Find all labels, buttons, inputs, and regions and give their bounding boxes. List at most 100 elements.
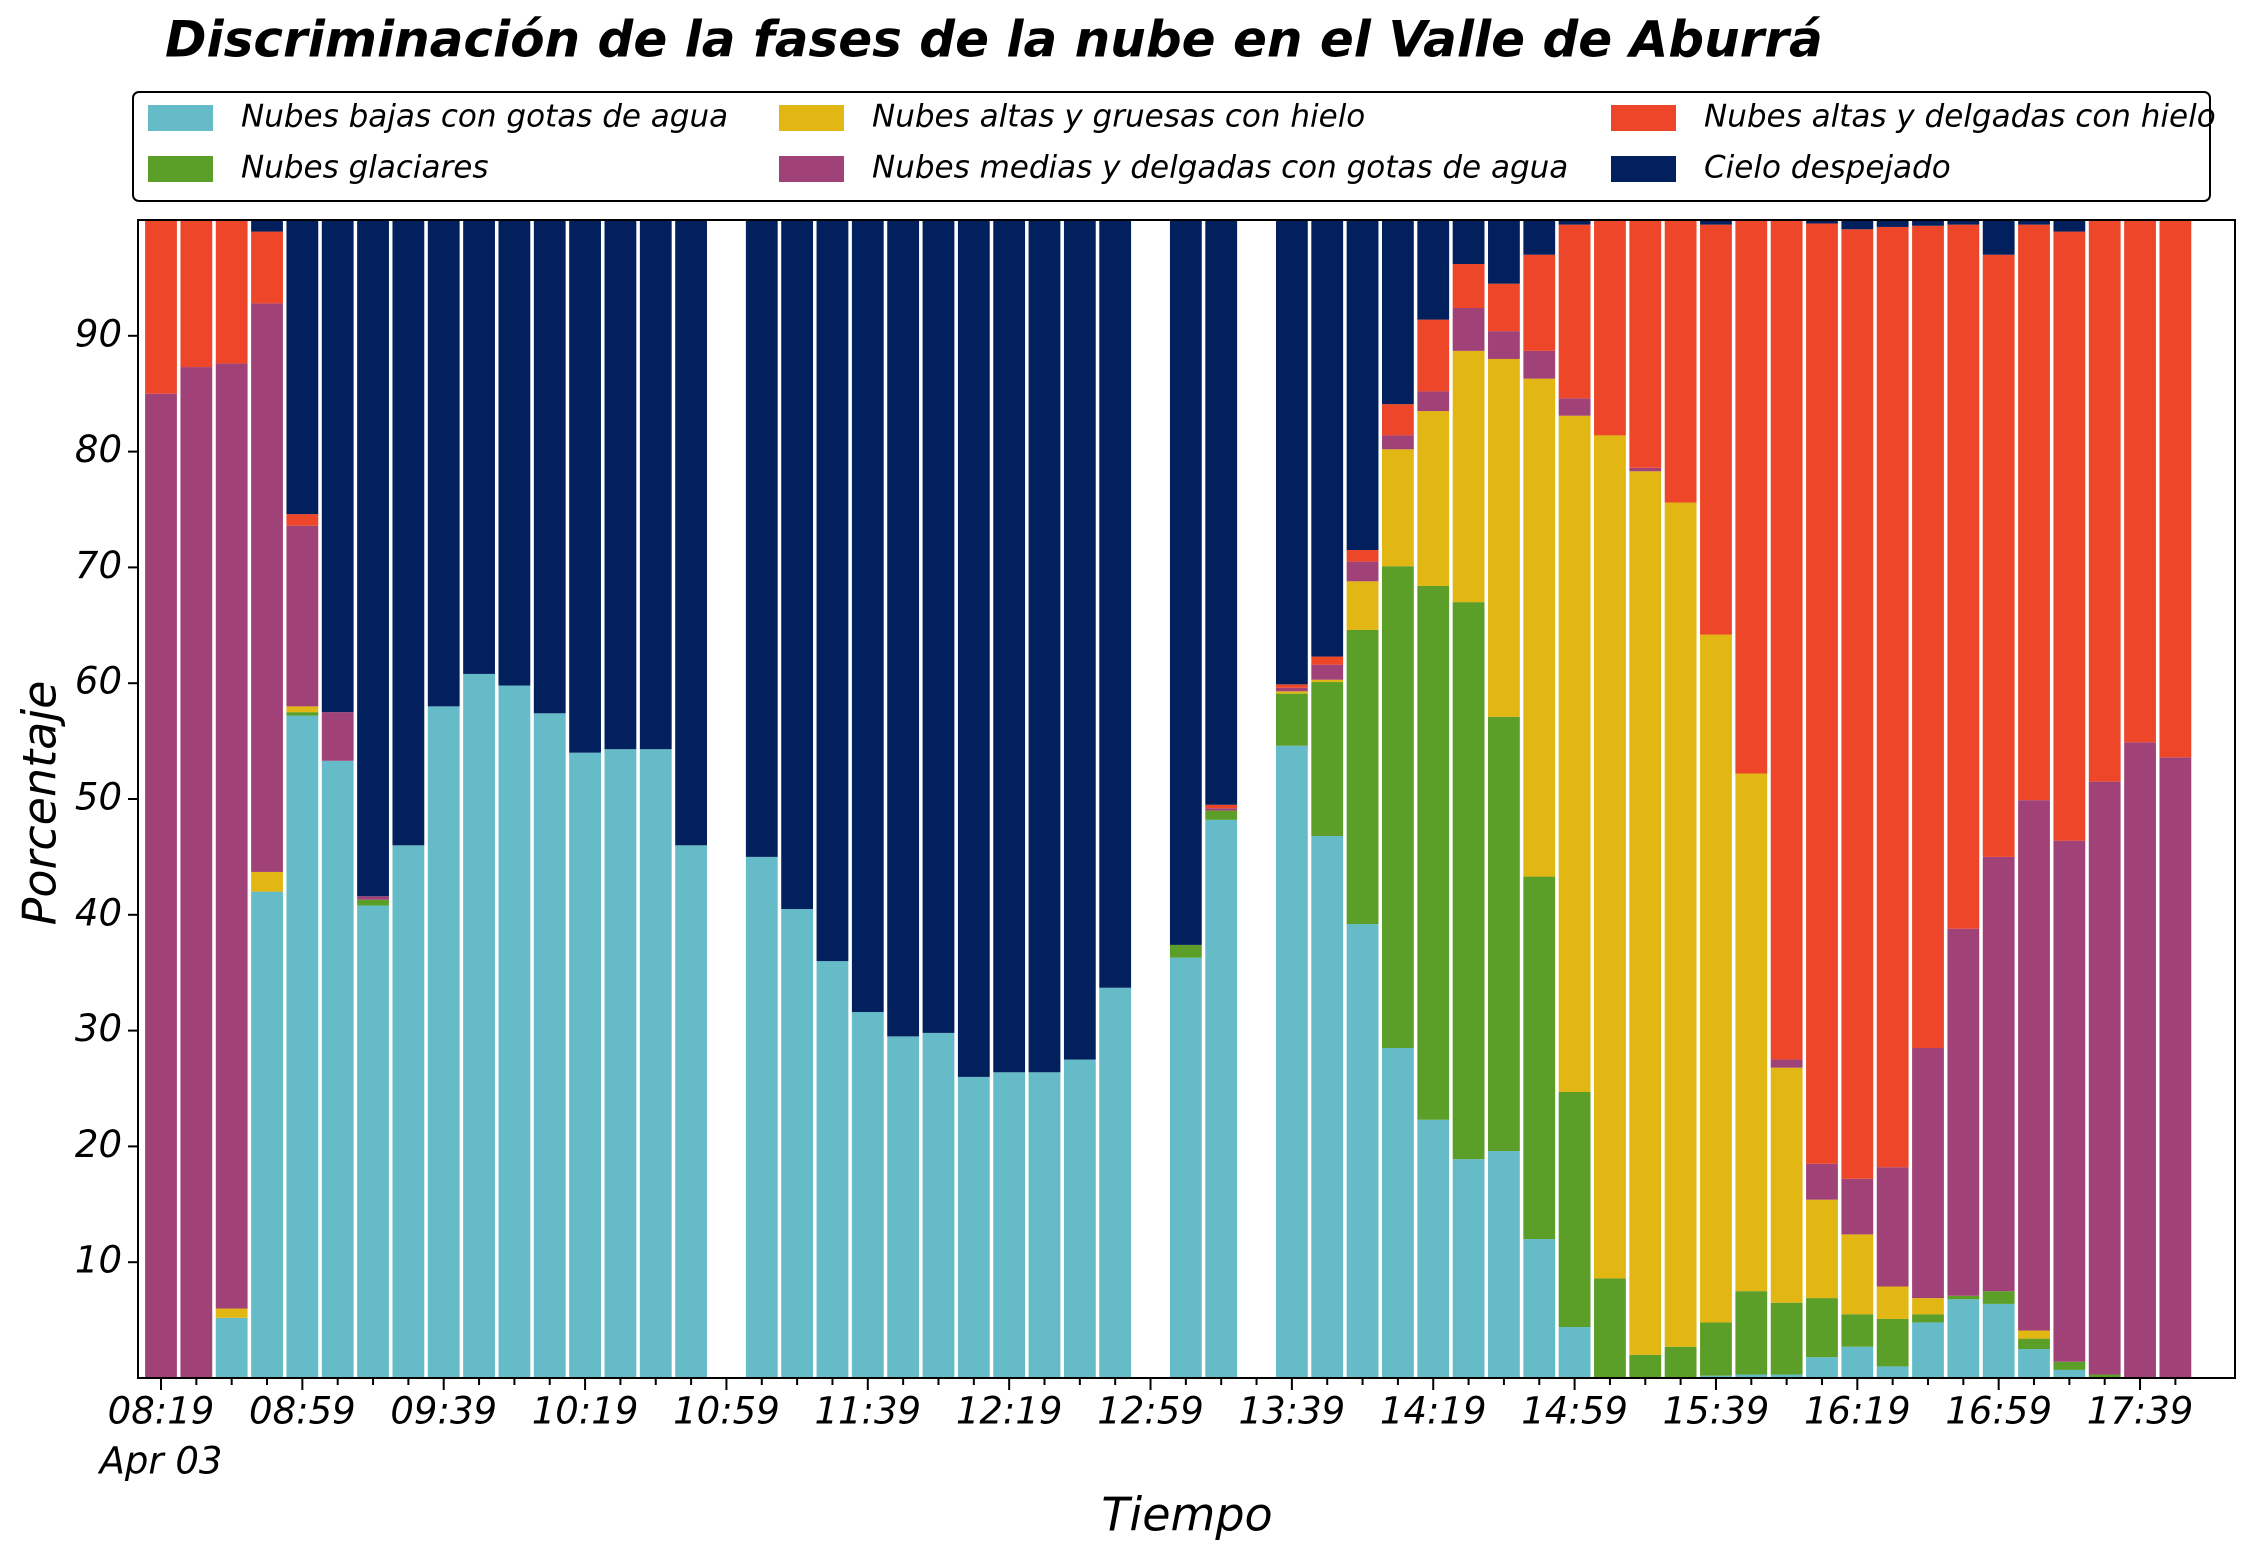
bar-segment bbox=[1700, 220, 1732, 225]
bar-segment bbox=[1381, 404, 1414, 436]
bar-segment bbox=[1311, 656, 1344, 665]
bar-segment bbox=[1770, 1067, 1803, 1303]
bar-segment bbox=[1735, 1374, 1768, 1378]
bar-segment bbox=[145, 220, 177, 394]
x-tick-label: 11:39 bbox=[814, 1390, 921, 1433]
bar-segment bbox=[1876, 1286, 1909, 1319]
y-tick-label: 70 bbox=[75, 544, 122, 587]
bar-segment bbox=[427, 220, 460, 707]
bar-segment bbox=[993, 220, 1026, 1073]
bar-segment bbox=[2018, 220, 2050, 225]
bar-segment bbox=[1169, 944, 1202, 958]
bar-segment bbox=[1417, 319, 1450, 392]
bar-segment bbox=[215, 220, 248, 364]
legend-swatch bbox=[1611, 156, 1676, 182]
bar-segment bbox=[1452, 220, 1485, 265]
bar-segment bbox=[286, 712, 319, 716]
bar-segment bbox=[1876, 1318, 1909, 1367]
bar-segment bbox=[816, 961, 849, 1378]
y-axis-label: Porcentaje bbox=[13, 681, 67, 926]
y-tick-label: 50 bbox=[75, 776, 122, 819]
bar-segment bbox=[2018, 1338, 2050, 1350]
bar-segment bbox=[1205, 810, 1238, 820]
bar-segment bbox=[1311, 836, 1344, 1378]
bar-segment bbox=[1523, 1239, 1556, 1378]
x-tick-label: 16:19 bbox=[1804, 1390, 1911, 1433]
x-axis-label: Tiempo bbox=[1101, 1488, 1272, 1542]
bar-segment bbox=[1947, 928, 1980, 1296]
bar-segment bbox=[2018, 1330, 2050, 1339]
x-tick-label: 13:39 bbox=[1239, 1390, 1346, 1433]
bar-segment bbox=[1806, 220, 1838, 224]
x-tick-label: 12:59 bbox=[1097, 1390, 1204, 1433]
bar-segment bbox=[675, 220, 708, 846]
bar-segment bbox=[2053, 1369, 2086, 1378]
bar-segment bbox=[1346, 629, 1379, 925]
bar-segment bbox=[1947, 1299, 1980, 1378]
bar-segment bbox=[1381, 1047, 1414, 1378]
bar-segment bbox=[1452, 264, 1485, 309]
bar-segment bbox=[781, 909, 814, 1378]
bar-segment bbox=[321, 760, 354, 1378]
bar-segment bbox=[1488, 1151, 1520, 1378]
y-tick-label: 40 bbox=[75, 891, 122, 934]
bar-segment bbox=[215, 1308, 248, 1318]
legend-swatch bbox=[148, 156, 213, 182]
bar-segment bbox=[1311, 679, 1344, 683]
bar-segment bbox=[2088, 781, 2121, 1375]
x-tick-label: 15:39 bbox=[1663, 1390, 1770, 1433]
bar-segment bbox=[1982, 856, 2015, 1292]
bar-segment bbox=[1488, 220, 1520, 284]
bar-segment bbox=[251, 303, 283, 872]
bar-segment bbox=[1947, 1295, 1980, 1300]
legend-label: Cielo despejado bbox=[1704, 150, 1951, 186]
bar-segment bbox=[286, 715, 319, 1378]
bar-segment bbox=[1982, 1291, 2015, 1304]
bar-segment bbox=[2018, 1349, 2050, 1378]
bar-segment bbox=[1629, 1354, 1662, 1378]
bar-segment bbox=[1912, 1047, 1944, 1299]
bar-segment bbox=[1028, 1072, 1061, 1378]
bar-segment bbox=[1063, 220, 1096, 1060]
bar-segment bbox=[251, 220, 283, 232]
bar-segment bbox=[1700, 634, 1732, 1323]
bar-segment bbox=[357, 896, 389, 900]
legend-swatch bbox=[779, 105, 844, 131]
bar-segment bbox=[1912, 220, 1944, 226]
bar-segment bbox=[1488, 331, 1520, 359]
bar-segment bbox=[1700, 1322, 1732, 1376]
bar-segment bbox=[1417, 220, 1450, 320]
bar-segment bbox=[2124, 742, 2156, 1378]
bar-segment bbox=[1381, 449, 1414, 567]
bar-segment bbox=[1275, 693, 1308, 746]
bar-segment bbox=[1770, 220, 1803, 1060]
bar-segment bbox=[1806, 1163, 1838, 1200]
x-tick-label: 10:19 bbox=[532, 1390, 639, 1433]
bar-segment bbox=[1558, 398, 1591, 416]
bar-segment bbox=[1912, 1314, 1944, 1323]
bar-segment bbox=[321, 220, 354, 713]
bar-segment bbox=[1099, 220, 1132, 988]
bar-segment bbox=[1912, 1322, 1944, 1378]
bar-segment bbox=[463, 220, 495, 674]
y-tick-label: 80 bbox=[75, 428, 122, 471]
x-tick-label: 10:59 bbox=[673, 1390, 780, 1433]
bar-segment bbox=[2159, 757, 2192, 1378]
x-tick-label: 08:19 bbox=[108, 1390, 215, 1433]
bar-segment bbox=[1417, 585, 1450, 1120]
bar-segment bbox=[2053, 220, 2086, 232]
bar-segment bbox=[993, 1072, 1026, 1378]
bar-segment bbox=[1417, 411, 1450, 586]
bar-segment bbox=[1417, 1119, 1450, 1378]
bar-segment bbox=[1629, 471, 1662, 1355]
bar-segment bbox=[2088, 1374, 2121, 1378]
bar-segment bbox=[1841, 1178, 1874, 1235]
bar-segment bbox=[1346, 561, 1379, 582]
bar-segment bbox=[498, 685, 531, 1378]
legend-label: Nubes glaciares bbox=[241, 150, 489, 186]
bar-segment bbox=[1346, 550, 1379, 562]
bar-segment bbox=[1735, 220, 1768, 774]
legend-label: Nubes bajas con gotas de agua bbox=[241, 99, 728, 135]
bar-segment bbox=[851, 220, 884, 1013]
